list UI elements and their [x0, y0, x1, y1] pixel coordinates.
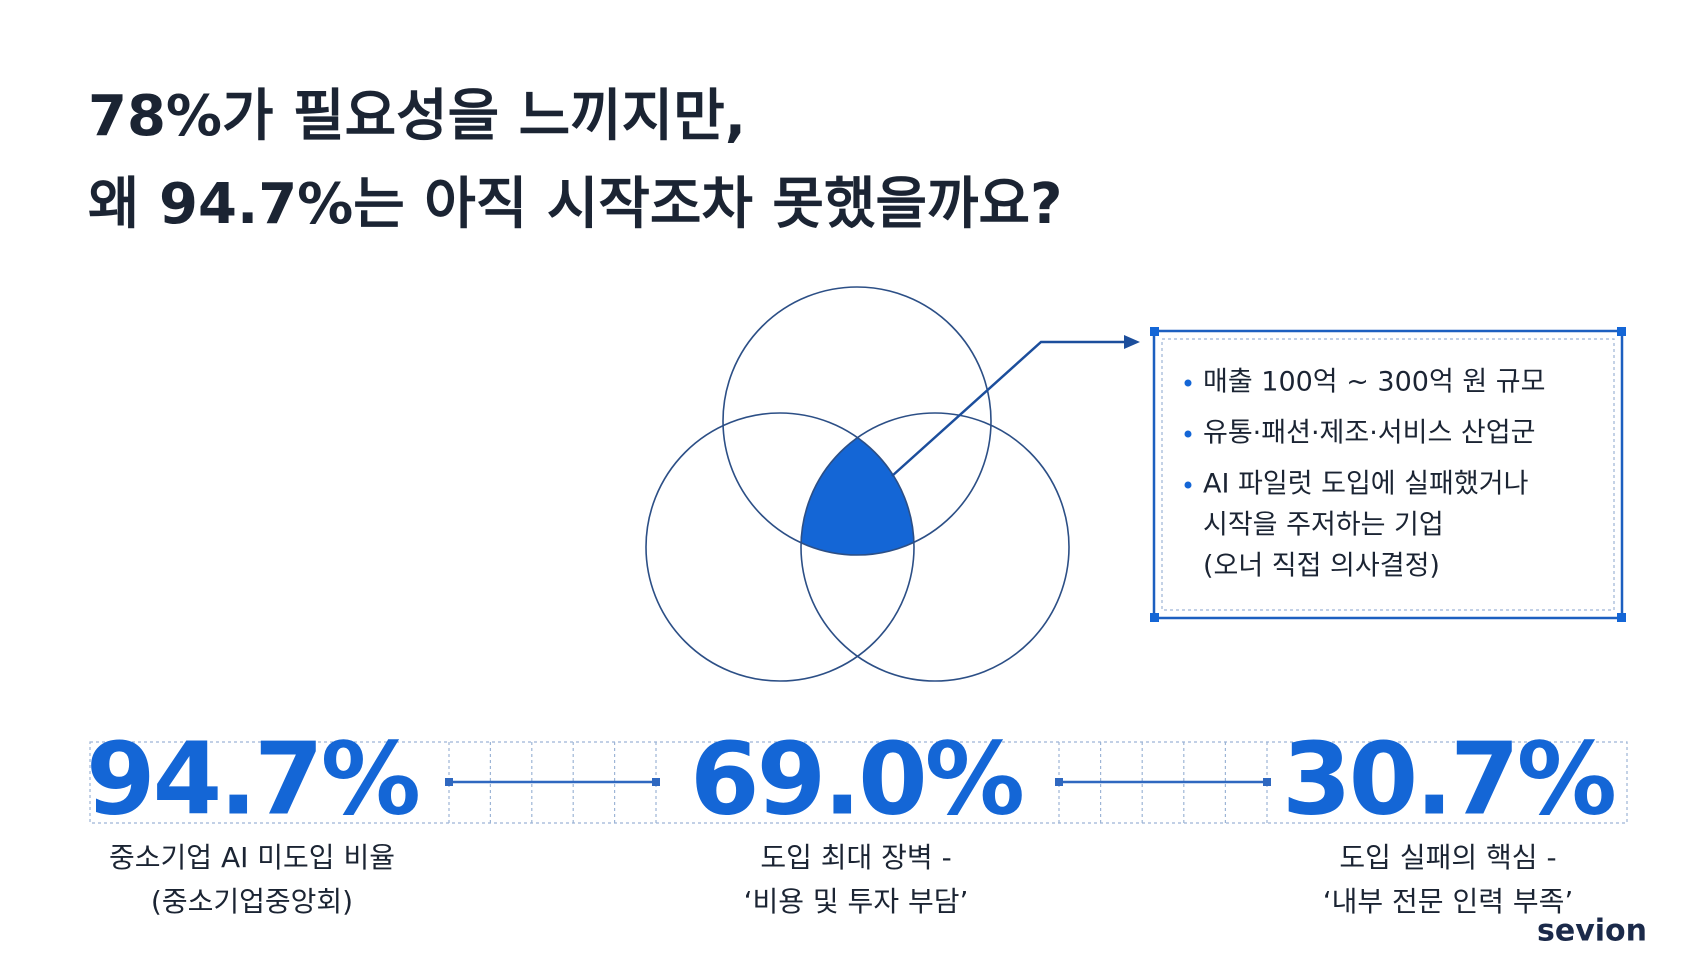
logo: sevion — [1537, 914, 1647, 949]
bullet — [1184, 481, 1192, 489]
venn-diagram — [645, 286, 1140, 682]
callout-item: 매출 100억 ~ 300억 원 규모 — [1203, 367, 1546, 398]
bullet — [1184, 379, 1192, 387]
stat-label: 도입 최대 장벽 - — [760, 841, 951, 874]
callout-item: (오너 직접 의사결정) — [1203, 551, 1440, 582]
stat-value: 69.0% — [690, 720, 1023, 837]
stat-label: (중소기업중앙회) — [151, 885, 353, 918]
stats-band: 94.7% 중소기업 AI 미도입 비율 (중소기업중앙회) 69.0% 도입 최대 장… — [86, 720, 1628, 918]
callout-item: AI 파일럿 도입에 실패했거나 — [1203, 469, 1528, 500]
title-line: 왜 94.7%는 아직 시작조차 못했을까요? — [88, 172, 1063, 237]
callout-item: 유통·패션·제조·서비스 산업군 — [1203, 418, 1535, 449]
stat-label: 중소기업 AI 미도입 비율 — [109, 841, 395, 874]
callout-item: 시작을 주저하는 기업 — [1203, 510, 1444, 541]
stat-label: ‘비용 및 투자 부담’ — [744, 885, 969, 918]
stat-label: 도입 실패의 핵심 - — [1339, 841, 1556, 874]
title-line: 78%가 필요성을 느끼지만, — [88, 84, 746, 149]
stat-label: ‘내부 전문 인력 부족’ — [1323, 885, 1574, 918]
bullet — [1184, 430, 1192, 438]
stat-value: 94.7% — [86, 720, 419, 837]
stat-value: 30.7% — [1282, 720, 1615, 837]
